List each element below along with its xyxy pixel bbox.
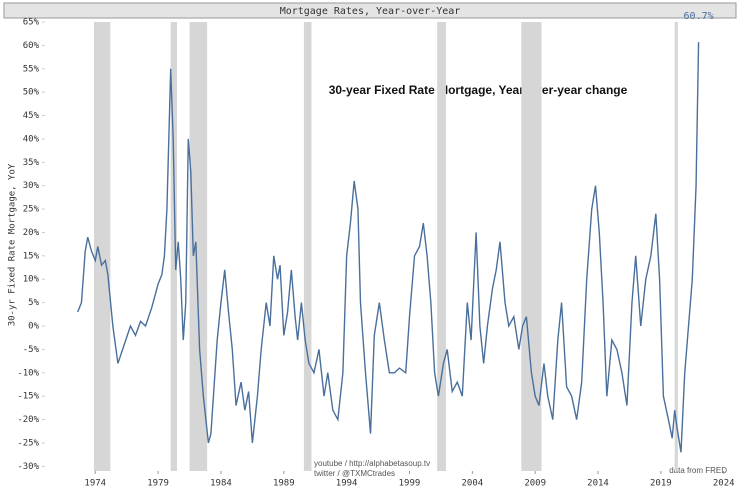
x-tick-label: 1984	[210, 479, 232, 489]
y-tick-label: -5%	[23, 345, 40, 355]
chart-subtitle: 30-year Fixed Rate Mortgage, Year-over-y…	[329, 83, 628, 97]
y-tick-label: 60%	[23, 41, 40, 51]
x-tick-label: 2014	[587, 479, 609, 489]
x-tick-label: 1999	[399, 479, 421, 489]
recession-band	[521, 22, 542, 471]
end-label: 60.7%	[684, 11, 714, 22]
x-tick-label: 1989	[273, 479, 295, 489]
recession-band	[170, 22, 177, 471]
x-tick-label: 2004	[461, 479, 483, 489]
recession-band	[94, 22, 111, 471]
data-line	[77, 42, 700, 453]
x-tick-label: 1979	[147, 479, 169, 489]
recession-band	[437, 22, 446, 471]
y-tick-label: 5%	[28, 298, 39, 308]
x-tick-label: 1974	[84, 479, 106, 489]
y-tick-label: 40%	[23, 134, 40, 144]
y-tick-label: 20%	[23, 228, 40, 238]
y-tick-label: -20%	[17, 415, 39, 425]
x-tick-label: 1994	[336, 479, 358, 489]
y-tick-label: 30%	[23, 181, 40, 191]
y-tick-label: 25%	[23, 205, 40, 215]
y-tick-label: 45%	[23, 111, 40, 121]
y-tick-label: 55%	[23, 64, 40, 74]
x-tick-label: 2019	[650, 479, 672, 489]
source: data from FRED	[669, 466, 727, 475]
y-axis-label: 30-yr Fixed Rate Mortgage, YoY	[8, 163, 18, 326]
y-tick-label: -25%	[17, 438, 39, 448]
y-tick-label: 65%	[23, 18, 40, 28]
recession-band	[674, 22, 678, 471]
y-tick-label: -10%	[17, 368, 39, 378]
credit: youtube / http://alphabetasoup.tv	[314, 459, 430, 468]
y-tick-label: 50%	[23, 88, 40, 98]
y-tick-label: 10%	[23, 275, 40, 285]
y-tick-label: -30%	[17, 462, 39, 472]
title-bar	[3, 2, 737, 19]
y-tick-label: 15%	[23, 251, 40, 261]
recession-band	[303, 22, 312, 471]
y-tick-label: -15%	[17, 392, 39, 402]
credit: twitter / @TXMCtrades	[314, 469, 395, 478]
y-tick-label: 35%	[23, 158, 40, 168]
x-tick-label: 2024	[713, 479, 735, 489]
recession-band	[189, 22, 208, 471]
chart-title: Mortgage Rates, Year-over-Year	[280, 6, 461, 17]
x-tick-label: 2009	[524, 479, 546, 489]
y-tick-label: 0%	[28, 322, 39, 332]
